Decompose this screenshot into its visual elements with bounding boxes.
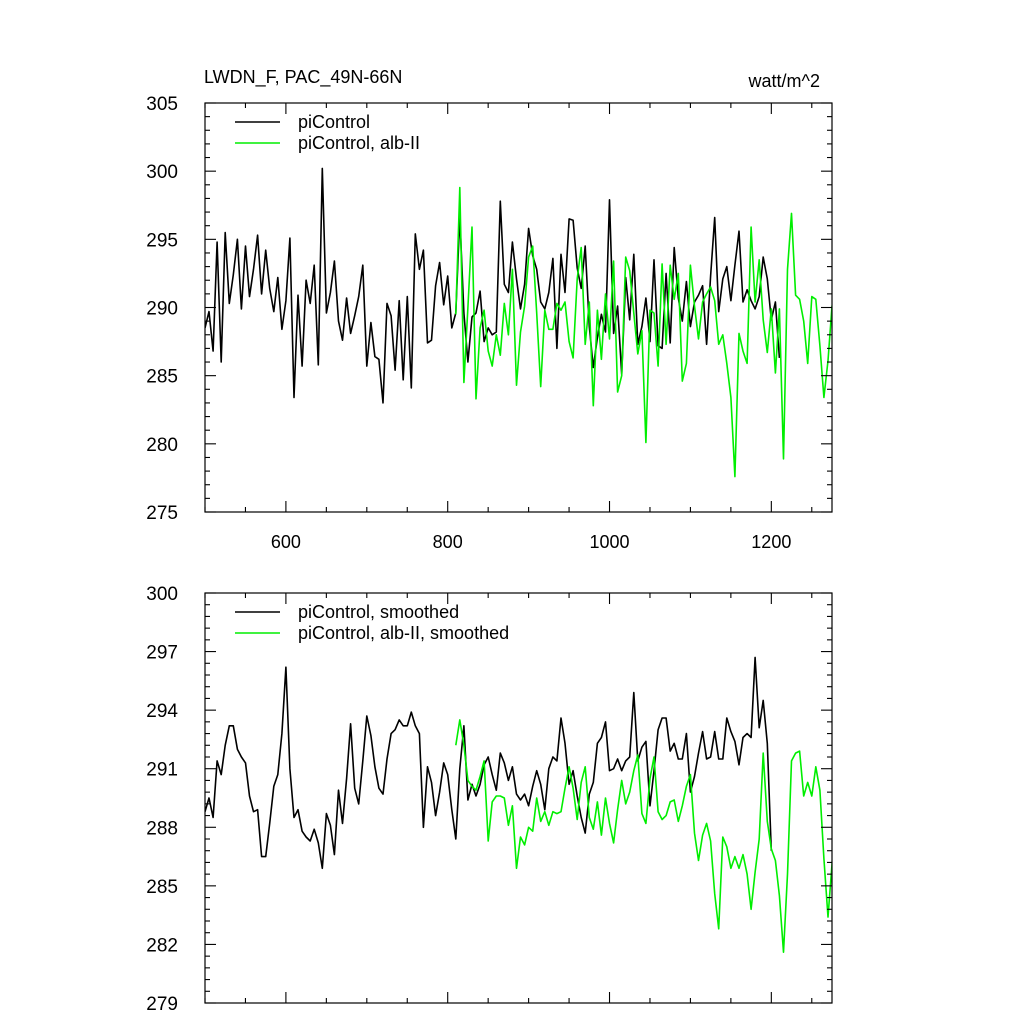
y-tick-label: 291 [146, 760, 178, 781]
series-line-picontrol-alb-ii [455, 719, 832, 953]
y-tick-label: 279 [146, 994, 178, 1015]
series-line-picontrol [205, 167, 781, 404]
y-tick-label: 290 [146, 299, 178, 320]
y-tick-label: 300 [146, 162, 178, 183]
y-tick-label: 285 [146, 877, 178, 898]
top-panel: LWDN_F, PAC_49N-66N watt/m^2 600 800 1000 1… [146, 67, 833, 552]
units-label: watt/m^2 [748, 71, 820, 91]
x-tick-label: 1200 [751, 532, 791, 552]
legend-label: piControl [298, 112, 370, 132]
y-tick-label: 285 [146, 367, 178, 388]
y-tick-label: 295 [146, 230, 178, 251]
legend-label: piControl, alb-II, smoothed [298, 623, 509, 643]
series-line-picontrol [205, 656, 773, 870]
y-tick-label: 282 [146, 935, 178, 956]
x-tick-label: 600 [271, 532, 301, 552]
y-tick-label: 280 [146, 435, 178, 456]
y-tick-label: 294 [146, 701, 178, 722]
y-tick-label: 300 [146, 584, 178, 605]
bottom-panel: 279 282 285 288 291 294 297 300 piControl, smoot… [146, 584, 833, 1015]
x-tick-label: 1000 [589, 532, 629, 552]
series-line-picontrol-alb-ii [455, 186, 832, 478]
legend-label: piControl, smoothed [298, 602, 459, 622]
chart-title: LWDN_F, PAC_49N-66N [204, 67, 402, 88]
y-tick-label: 288 [146, 818, 178, 839]
y-tick-label: 297 [146, 643, 178, 664]
x-tick-label: 800 [433, 532, 463, 552]
plot-frame [204, 592, 833, 1004]
y-tick-label: 305 [146, 94, 178, 115]
y-tick-label: 275 [146, 503, 178, 524]
legend-label: piControl, alb-II [298, 133, 420, 153]
